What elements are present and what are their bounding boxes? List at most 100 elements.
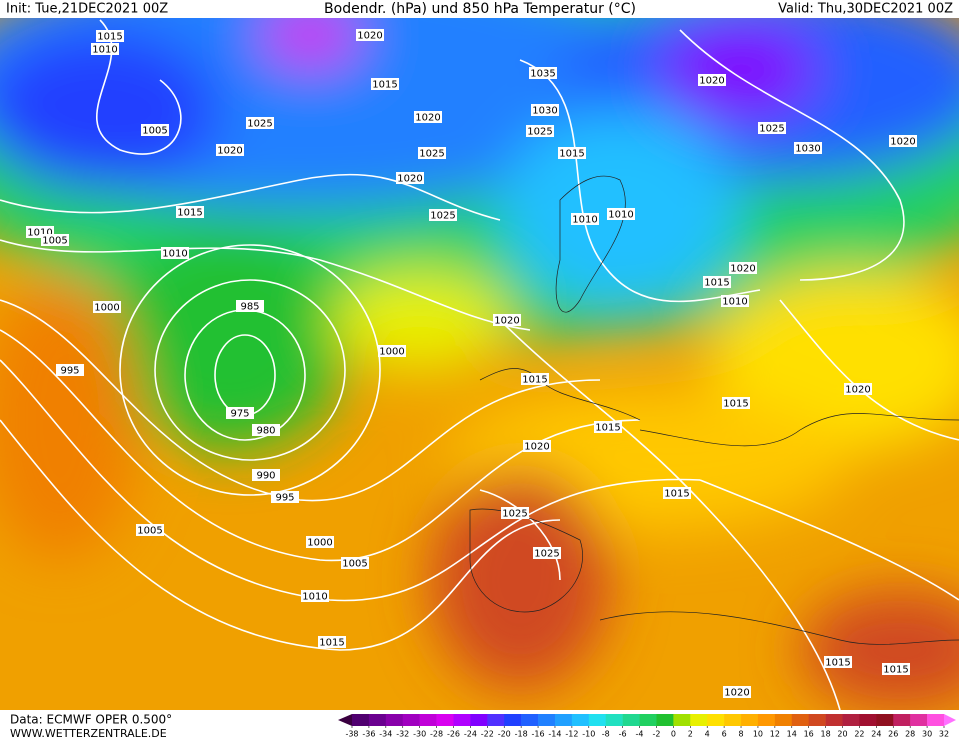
isobar-label: 1015 bbox=[595, 423, 620, 434]
colorbar-tick-label: -26 bbox=[447, 730, 460, 739]
isobar-label-box bbox=[226, 407, 254, 419]
colorbar-cell bbox=[927, 714, 945, 726]
isobar-label-box bbox=[824, 656, 852, 668]
isobar-label-box bbox=[571, 213, 599, 225]
colorbar-tick-label: 8 bbox=[738, 730, 743, 739]
colorbar-cell bbox=[554, 714, 573, 726]
isobar-label-box bbox=[723, 686, 751, 698]
isobar-label: 1010 bbox=[302, 592, 327, 603]
isobar-label-box bbox=[91, 43, 119, 55]
isobar-label-box bbox=[356, 29, 384, 41]
colorbar-cell bbox=[368, 714, 387, 726]
colorbar-tick-label: -14 bbox=[548, 730, 561, 739]
isobar-label: 1005 bbox=[42, 236, 67, 247]
colorbar-cell bbox=[605, 714, 623, 726]
isobar-label-box bbox=[301, 590, 329, 602]
isobar-label: 1020 bbox=[724, 688, 749, 699]
colorbar-tick-label: -12 bbox=[565, 730, 578, 739]
isobar-label-box bbox=[889, 135, 917, 147]
colorbar-tick-label: 14 bbox=[787, 730, 797, 739]
isobar-label-box bbox=[41, 234, 69, 246]
isobar-label-box bbox=[341, 557, 369, 569]
colorbar-tick-label: -10 bbox=[582, 730, 595, 739]
isobar-label-box bbox=[396, 172, 424, 184]
colorbar-tick-label: 4 bbox=[705, 730, 710, 739]
isobar-label-box bbox=[429, 209, 457, 221]
colorbar-arrow-high bbox=[944, 714, 956, 726]
colorbar-cell bbox=[757, 714, 776, 726]
isobar-label: 1020 bbox=[217, 146, 242, 157]
colorbar-tick-label: 10 bbox=[753, 730, 763, 739]
colorbar-tick-label: -6 bbox=[619, 730, 627, 739]
isobar-label-box bbox=[521, 373, 549, 385]
isobar-label-box bbox=[758, 122, 786, 134]
colorbar-cell bbox=[436, 714, 454, 726]
colorbar-tick-label: 12 bbox=[770, 730, 780, 739]
colorbar-cell bbox=[571, 714, 590, 726]
colorbar-tick-label: 20 bbox=[837, 730, 847, 739]
isobar-label-box bbox=[729, 262, 757, 274]
colorbar-tick-label: -16 bbox=[532, 730, 545, 739]
data-source: Data: ECMWF OPER 0.500° bbox=[10, 713, 172, 727]
colorbar-cell bbox=[521, 714, 539, 726]
colorbar-cell bbox=[487, 714, 505, 726]
colorbar-tick-label: 26 bbox=[888, 730, 898, 739]
colorbar-tick-label: 16 bbox=[804, 730, 814, 739]
map-title: Bodendr. (hPa) und 850 hPa Temperatur (°… bbox=[324, 1, 636, 17]
colorbar-tick-label: -2 bbox=[652, 730, 660, 739]
isobar-label-box bbox=[794, 142, 822, 154]
colorbar-cell bbox=[352, 714, 370, 726]
colorbar-tick-label: 32 bbox=[939, 730, 949, 739]
isobar-label-box bbox=[271, 491, 299, 503]
isobar-label: 1010 bbox=[92, 45, 117, 56]
isobar-label: 1025 bbox=[247, 119, 272, 130]
colorbar-tick-label: 18 bbox=[821, 730, 831, 739]
isobar-label: 1000 bbox=[379, 347, 404, 358]
isobar-label: 1020 bbox=[357, 31, 382, 42]
isobar-label: 1015 bbox=[522, 375, 547, 386]
colorbar-cell bbox=[402, 714, 420, 726]
isobar-label: 1020 bbox=[845, 385, 870, 396]
colorbar-cell bbox=[808, 714, 826, 726]
isobar-label-box bbox=[306, 536, 334, 548]
isobar-label-box bbox=[418, 147, 446, 159]
colorbar-cell bbox=[656, 714, 674, 726]
isobar-label-box bbox=[176, 206, 204, 218]
isobar-label: 995 bbox=[275, 493, 294, 504]
colorbar-tick-label: -18 bbox=[515, 730, 528, 739]
colorbar-tick-label: -4 bbox=[636, 730, 644, 739]
colorbar-cell bbox=[673, 714, 691, 726]
isobar-label: 1015 bbox=[559, 149, 584, 160]
isobar-label-box bbox=[414, 111, 442, 123]
colorbar-cell bbox=[639, 714, 657, 726]
isobar-label: 1035 bbox=[530, 69, 555, 80]
isobar-label-box bbox=[56, 364, 84, 376]
colorbar-cell bbox=[707, 714, 725, 726]
isobar-label: 1020 bbox=[730, 264, 755, 275]
isobar-label: 995 bbox=[60, 366, 79, 377]
colorbar-cell bbox=[690, 714, 708, 726]
isobar-label-box bbox=[844, 383, 872, 395]
colorbar-tick-label: 6 bbox=[722, 730, 727, 739]
isobar-label-box bbox=[493, 314, 521, 326]
isobar-label: 1015 bbox=[319, 638, 344, 649]
isobar-label: 1010 bbox=[608, 210, 633, 221]
colorbar-cell bbox=[910, 714, 928, 726]
colorbar-cell bbox=[825, 714, 843, 726]
isobar-label-box bbox=[252, 424, 280, 436]
colorbar-tick-label: 24 bbox=[871, 730, 881, 739]
colorbar-tick-label: -28 bbox=[430, 730, 443, 739]
isobar-label: 1025 bbox=[430, 211, 455, 222]
isobar-label-box bbox=[318, 636, 346, 648]
colorbar-tick-label: -24 bbox=[464, 730, 477, 739]
isobar-label: 1015 bbox=[883, 665, 908, 676]
isobar-label: 1010 bbox=[27, 228, 52, 239]
colorbar-tick-label: 0 bbox=[671, 730, 676, 739]
isobar-label: 1015 bbox=[372, 80, 397, 91]
isobar-label: 1020 bbox=[397, 174, 422, 185]
colorbar-cell bbox=[622, 714, 640, 726]
colorbar-cell bbox=[538, 714, 556, 726]
init-time: Init: Tue,21DEC2021 00Z bbox=[6, 2, 168, 17]
isobar-label-box bbox=[236, 300, 264, 312]
isobar-label: 1020 bbox=[524, 442, 549, 453]
